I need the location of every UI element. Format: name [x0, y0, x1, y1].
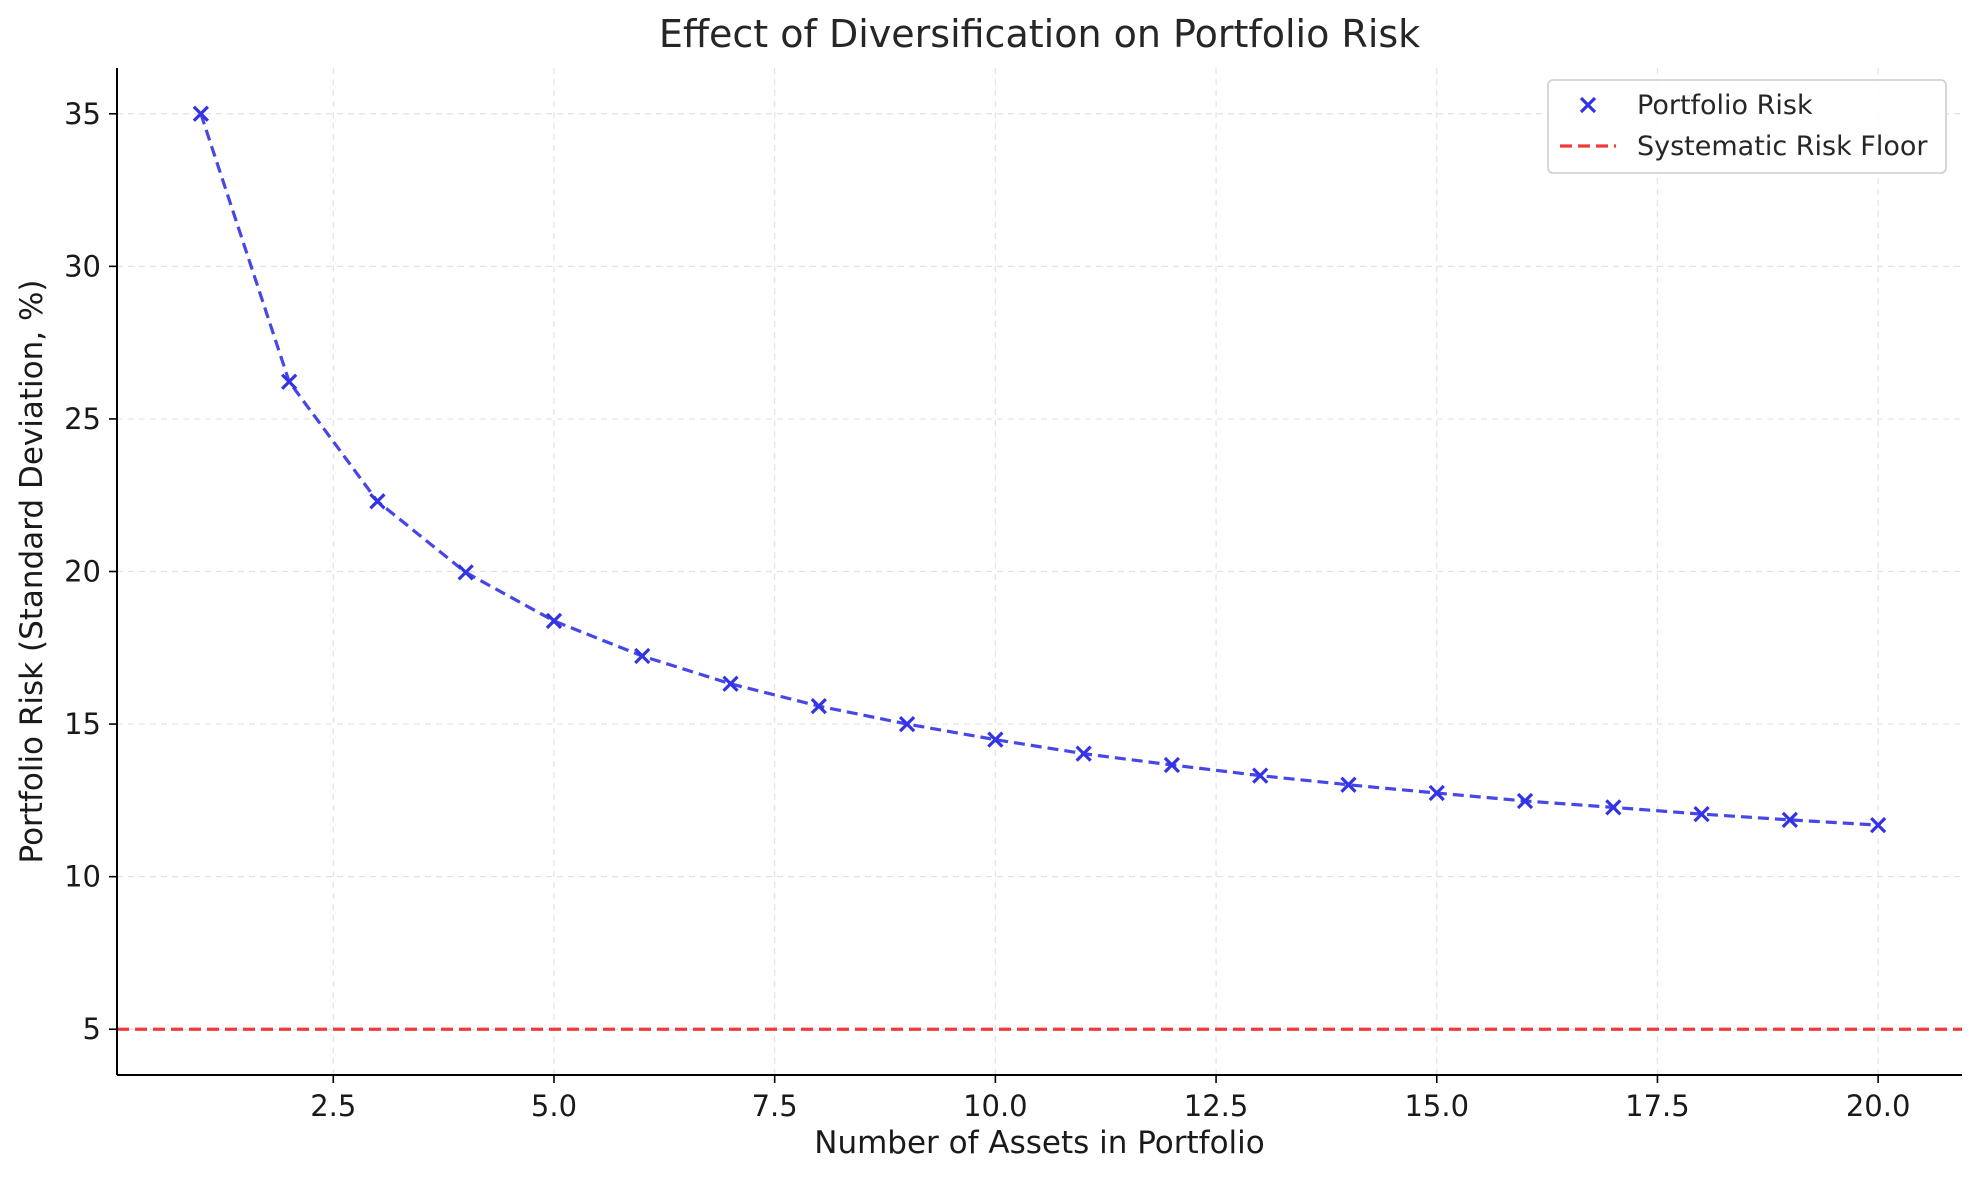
- x-tick-label: 12.5: [1184, 1089, 1249, 1123]
- y-tick-label: 30: [64, 249, 101, 283]
- x-axis-title: Number of Assets in Portfolio: [814, 1125, 1265, 1161]
- y-tick-label: 35: [64, 97, 101, 131]
- portfolio-risk-point: [987, 731, 1004, 748]
- portfolio-risk-point: [1516, 792, 1534, 810]
- y-tick-label: 15: [64, 707, 101, 741]
- x-tick-label: 7.5: [752, 1089, 798, 1123]
- portfolio-risk-point: [1340, 776, 1357, 793]
- y-tick-label: 10: [64, 860, 101, 894]
- legend-label-systematic-risk-floor: Systematic Risk Floor: [1637, 131, 1928, 162]
- grid-layer: [117, 68, 1962, 1075]
- portfolio-risk-point: [192, 105, 209, 122]
- legend: Portfolio Risk Systematic Risk Floor: [1547, 79, 1947, 174]
- portfolio-risk-point: [1075, 745, 1092, 762]
- portfolio-risk-point: [545, 612, 563, 630]
- x-tick-label: 20.0: [1846, 1089, 1911, 1123]
- portfolio-risk-point: [1428, 784, 1445, 802]
- portfolio-risk-point: [1252, 767, 1269, 784]
- x-tick-label: 2.5: [310, 1089, 356, 1123]
- y-tick-label: 5: [83, 1012, 101, 1046]
- x-tick-label: 5.0: [531, 1089, 577, 1123]
- portfolio-risk-point: [369, 493, 386, 510]
- portfolio-risk-point: [1781, 811, 1798, 829]
- x-tick-label: 17.5: [1625, 1089, 1690, 1123]
- portfolio-risk-line: [199, 113, 1879, 827]
- series-layer: [192, 105, 1887, 834]
- portfolio-risk-point: [1163, 756, 1181, 774]
- portfolio-risk-point: [810, 697, 827, 715]
- x-tick-label: 15.0: [1404, 1089, 1469, 1123]
- tick-layer: 2.5 5.0 7.5 10.0 12.5 15.0 17.5 20.0 5 10 15 20 25 30…: [64, 97, 1910, 1123]
- legend-box: [1547, 79, 1947, 174]
- portfolio-risk-point: [281, 373, 298, 390]
- y-tick-label: 25: [64, 402, 101, 436]
- y-tick-label: 20: [64, 555, 101, 589]
- legend-label-portfolio-risk: Portfolio Risk: [1637, 90, 1813, 121]
- y-axis-title: Portfolio Risk (Standard Deviation, %): [14, 279, 50, 863]
- portfolio-risk-point: [898, 715, 916, 733]
- portfolio-risk-point: [1605, 799, 1622, 816]
- chart-title: Effect of Diversification on Portfolio R…: [659, 12, 1420, 56]
- portfolio-risk-point: [1693, 805, 1710, 823]
- portfolio-risk-point: [634, 647, 651, 665]
- portfolio-risk-point: [1870, 816, 1887, 834]
- portfolio-risk-point: [722, 675, 739, 692]
- x-tick-label: 10.0: [963, 1089, 1028, 1123]
- portfolio-risk-point: [457, 564, 474, 581]
- legend-marker-portfolio-risk: [1579, 96, 1597, 114]
